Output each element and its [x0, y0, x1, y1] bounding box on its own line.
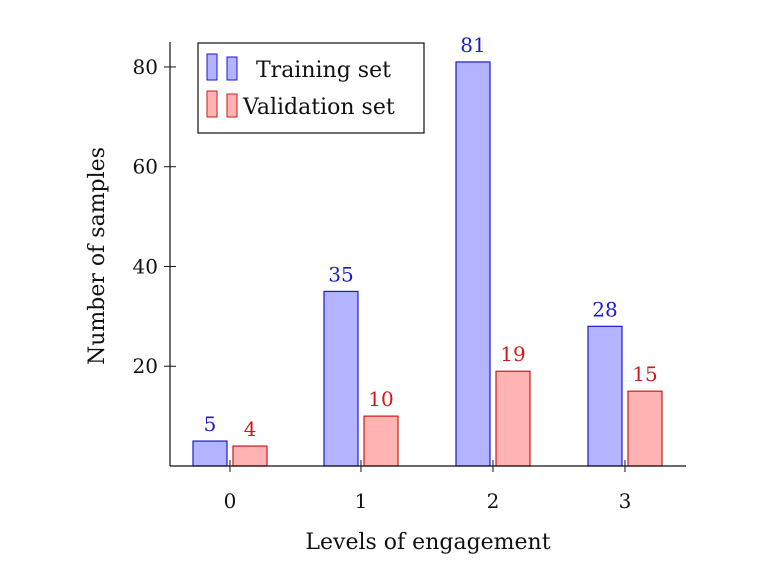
- bars-layer: [192, 61, 663, 467]
- legend: Training set Validation set: [197, 42, 425, 134]
- bar-validation-set-0: [232, 445, 268, 467]
- data-label-training-set-1: 35: [328, 262, 353, 286]
- bar-training-set-3: [587, 325, 623, 467]
- y-tick-label-60: 60: [133, 155, 158, 179]
- legend-swatch-validation-set: [206, 90, 218, 118]
- legend-label-training-set: Training set: [256, 58, 391, 83]
- data-label-training-set-0: 5: [204, 412, 217, 436]
- axes-layer: [169, 42, 686, 467]
- data-label-training-set-3: 28: [592, 297, 617, 321]
- data-label-validation-set-3: 15: [632, 362, 657, 386]
- legend-swatch-training-set: [206, 53, 218, 81]
- x-tick-label-3: 3: [619, 489, 632, 513]
- legend-label-validation-set: Validation set: [242, 95, 395, 120]
- bar-training-set-0: [192, 440, 228, 467]
- data-label-validation-set-1: 10: [368, 387, 393, 411]
- data-label-validation-set-0: 4: [244, 417, 257, 441]
- bar-validation-set-1: [363, 415, 399, 467]
- data-label-training-set-2: 81: [460, 33, 485, 57]
- x-tick-label-2: 2: [487, 489, 500, 513]
- bar-training-set-1: [323, 290, 359, 467]
- bar-validation-set-3: [627, 390, 663, 467]
- x-tick-label-1: 1: [355, 489, 368, 513]
- legend-swatch-training-set-2: [226, 56, 238, 81]
- x-axis-label: Levels of engagement: [305, 530, 550, 555]
- legend-swatch-validation-set-2: [226, 93, 238, 118]
- data-label-validation-set-2: 19: [500, 342, 525, 366]
- ticks-layer: 0 1 2 3 20 40 60 80: [133, 55, 632, 513]
- legend-items: Training set Validation set: [206, 53, 395, 120]
- y-tick-label-80: 80: [133, 55, 158, 79]
- y-tick-label-20: 20: [133, 354, 158, 378]
- bar-training-set-2: [455, 61, 491, 467]
- bar-validation-set-2: [495, 370, 531, 467]
- x-tick-label-0: 0: [224, 489, 237, 513]
- data-labels-layer: 5 35 81 28 4 10 19 15: [204, 33, 658, 441]
- y-tick-label-40: 40: [133, 254, 158, 278]
- y-axis-label: Number of samples: [85, 147, 110, 365]
